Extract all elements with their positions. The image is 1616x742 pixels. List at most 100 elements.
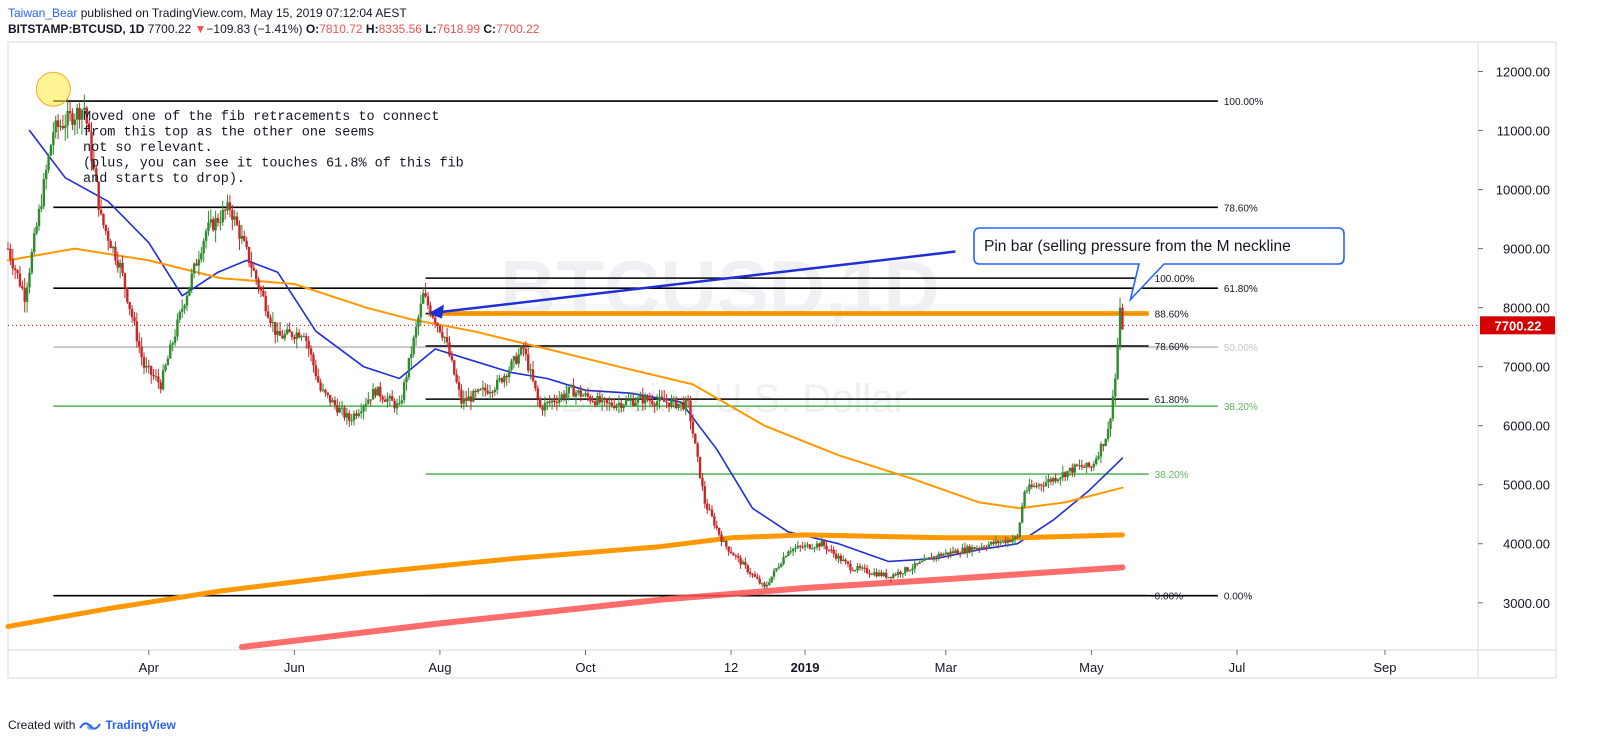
candle-body xyxy=(383,399,387,402)
candle-body xyxy=(574,392,578,397)
candle-body xyxy=(181,308,184,312)
candle-body xyxy=(152,374,155,377)
fib-level-label: 38.20% xyxy=(1224,402,1258,413)
candle-body xyxy=(674,398,678,408)
candle-body xyxy=(827,549,831,551)
candle-body xyxy=(1090,466,1093,468)
candle-body xyxy=(694,433,697,444)
candle-body xyxy=(433,317,437,324)
candle-body xyxy=(269,317,272,323)
low-label: L: xyxy=(425,22,437,36)
candle-body xyxy=(393,400,396,409)
candle-body xyxy=(374,388,377,396)
candle-body xyxy=(663,398,666,402)
candle-body xyxy=(605,399,609,404)
candle-body xyxy=(453,360,456,375)
y-tick-label: 4000.00 xyxy=(1503,537,1550,552)
candle-body xyxy=(455,374,458,383)
y-tick-label: 9000.00 xyxy=(1503,242,1550,257)
candle-body xyxy=(367,399,370,404)
candle-body xyxy=(176,319,179,337)
fib-level-label: 0.00% xyxy=(1155,592,1183,603)
candle-body xyxy=(622,404,625,408)
candle-body xyxy=(696,443,699,457)
candle-body xyxy=(756,576,759,579)
candle-body xyxy=(1094,458,1098,464)
candle-body xyxy=(581,395,585,397)
candle-body xyxy=(684,399,687,410)
candle-body xyxy=(352,413,356,421)
candle-body xyxy=(1102,444,1105,446)
candle-body xyxy=(44,170,48,180)
candle-body xyxy=(331,400,334,403)
candle-body xyxy=(908,570,912,572)
candle-body xyxy=(78,107,81,120)
note-line: and starts to drop). xyxy=(83,172,245,187)
y-tick-label: 11000.00 xyxy=(1497,124,1550,139)
candle-body xyxy=(901,573,905,575)
candle-body xyxy=(665,401,668,403)
footer: Created with TradingView xyxy=(8,718,176,732)
candle-body xyxy=(13,268,17,271)
candle-body xyxy=(359,411,363,414)
candle-body xyxy=(1037,484,1041,487)
candle-body xyxy=(395,403,399,409)
candle-body xyxy=(185,295,189,306)
y-tick-label: 3000.00 xyxy=(1503,596,1550,611)
tradingview-brand-link[interactable]: TradingView xyxy=(105,718,176,732)
candle-body xyxy=(892,574,895,578)
candle-body xyxy=(667,402,671,408)
candle-body xyxy=(266,311,270,318)
author-link[interactable]: Taiwan_Bear xyxy=(8,6,78,20)
candle-body xyxy=(796,545,800,548)
candle-body xyxy=(651,400,654,405)
candle-body xyxy=(154,376,158,378)
candle-body xyxy=(85,107,88,124)
created-with-label: Created with xyxy=(8,718,76,732)
candle-body xyxy=(83,107,86,110)
candle-body xyxy=(577,390,580,393)
candle-body xyxy=(811,548,814,550)
candle-body xyxy=(1042,485,1045,487)
candle-body xyxy=(28,272,31,288)
candle-body xyxy=(834,553,838,559)
fib-level-label: 0.00% xyxy=(1224,592,1252,603)
candle-body xyxy=(47,155,50,171)
last-price-tag-label: 7700.22 xyxy=(1495,318,1542,333)
candle-body xyxy=(264,296,267,312)
candle-body xyxy=(615,405,618,409)
candle-body xyxy=(961,547,964,554)
candle-body xyxy=(562,394,566,398)
candle-body xyxy=(546,401,549,404)
candle-body xyxy=(598,396,602,403)
note-line: Moved one of the fib retracements to con… xyxy=(83,110,439,125)
candle-body xyxy=(204,231,208,241)
line-slow xyxy=(7,247,1124,510)
candle-body xyxy=(768,582,771,585)
candle-body xyxy=(710,509,714,517)
candle-body xyxy=(157,376,160,383)
candle-body xyxy=(682,402,685,410)
candle-body xyxy=(142,357,146,368)
candle-body xyxy=(314,365,318,377)
candle-body xyxy=(706,503,709,510)
candle-body xyxy=(765,584,769,587)
candle-body xyxy=(951,551,955,554)
candle-body xyxy=(278,331,282,336)
candle-body xyxy=(130,309,134,318)
candle-body xyxy=(689,400,692,422)
candle-body xyxy=(837,555,840,559)
candle-body xyxy=(703,486,707,504)
candle-body xyxy=(212,219,215,231)
candle-body xyxy=(1056,479,1060,482)
candle-body xyxy=(739,557,742,565)
candle-body xyxy=(648,400,652,402)
candle-body xyxy=(1016,536,1019,538)
candle-body xyxy=(166,358,170,366)
candle-body xyxy=(636,397,640,403)
candle-body xyxy=(460,389,463,404)
candle-body xyxy=(23,288,26,302)
candle-body xyxy=(930,557,933,560)
candle-body xyxy=(550,400,554,403)
